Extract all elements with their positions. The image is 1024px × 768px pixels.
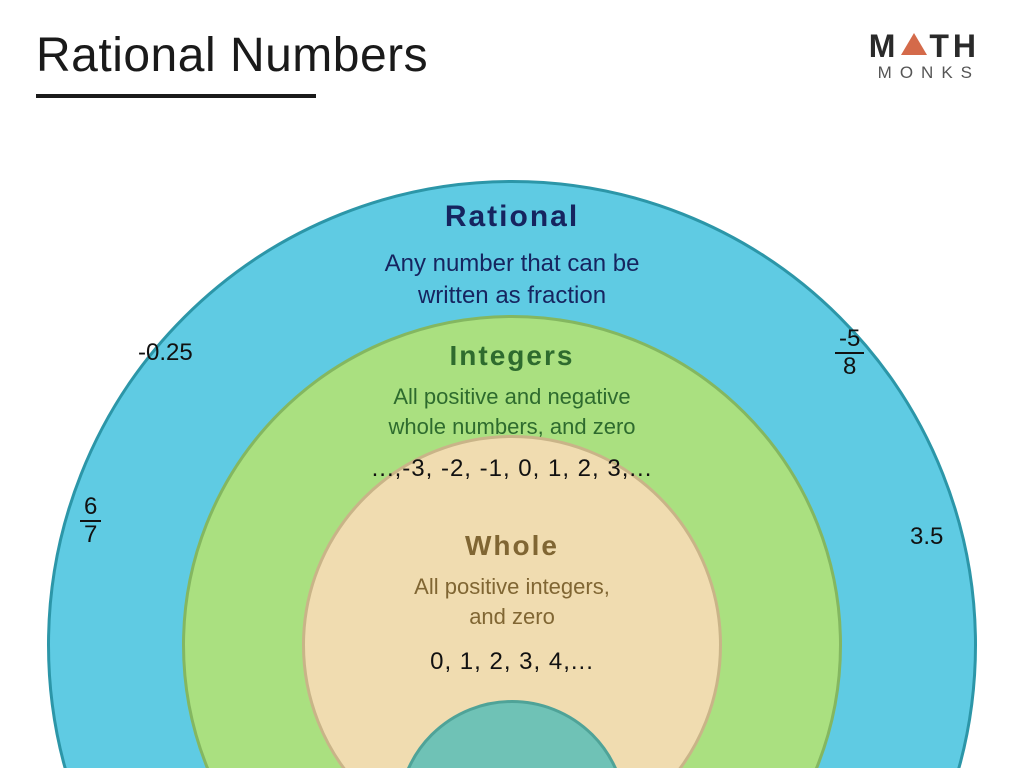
logo-subtext: MONKS [869,64,980,81]
whole-desc-line1: All positive integers, [414,574,610,599]
rational-description: Any number that can be written as fracti… [385,248,640,313]
fraction-denominator: 8 [835,354,864,380]
fraction-denominator: 7 [80,522,101,548]
rational-example: -0.25 [138,340,193,366]
integers-title: Integers [450,340,575,372]
rational-example: 3.5 [910,524,943,550]
logo-letters-th: TH [929,30,980,62]
whole-desc-line2: and zero [469,604,555,629]
fraction-numerator: -5 [835,326,864,354]
rational-desc-line1: Any number that can be [385,250,640,277]
logo-top-row: M TH [869,30,980,62]
logo-letter-m: M [869,30,900,62]
brand-logo: M TH MONKS [869,30,980,81]
page-title: Rational Numbers [36,28,428,91]
page-root: Rational Numbers M TH MONKS Rational Any… [0,0,1024,768]
rational-desc-line2: written as fraction [418,282,606,309]
rational-example: -58 [835,326,864,381]
whole-title: Whole [465,530,559,562]
integers-examples: ...,-3, -2, -1, 0, 1, 2, 3,... [372,455,653,483]
integers-desc-line2: whole numbers, and zero [388,414,635,439]
rational-title: Rational [445,200,579,234]
fraction: 67 [80,494,101,549]
fraction-numerator: 6 [80,494,101,522]
integers-desc-line1: All positive and negative [393,384,630,409]
title-underline [36,94,316,98]
whole-description: All positive integers, and zero [414,572,610,631]
triangle-icon [901,33,927,55]
rational-example: 67 [80,494,101,549]
whole-examples: 0, 1, 2, 3, 4,... [430,648,594,676]
fraction: -58 [835,326,864,381]
integers-description: All positive and negative whole numbers,… [388,382,635,441]
